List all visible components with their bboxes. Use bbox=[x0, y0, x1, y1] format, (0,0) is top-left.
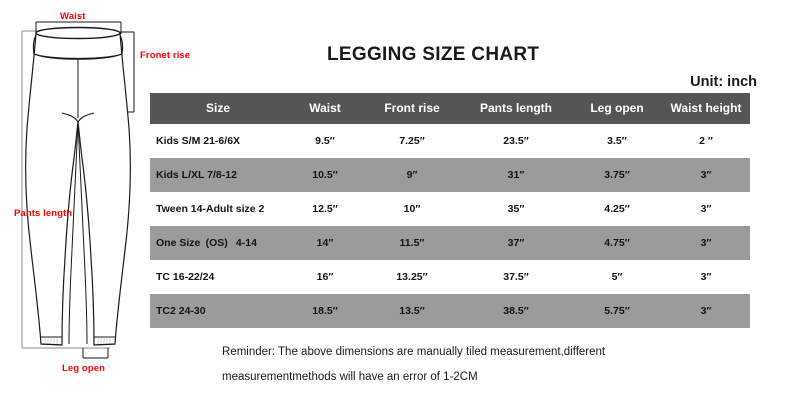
diagram-label-front-rise: Fronet rise bbox=[140, 50, 191, 61]
cuff-ribbing bbox=[44, 338, 111, 344]
cell-waist: 16″ bbox=[286, 260, 364, 294]
cell-size: Kids L/XL 7/8-12 bbox=[150, 158, 286, 192]
diagram-label-waist: Waist bbox=[60, 11, 86, 22]
table-row: Tween 14-Adult size 2 12.5″ 10″ 35″ 4.25… bbox=[150, 192, 750, 226]
table-header-row: Size Waist Front rise Pants length Leg o… bbox=[150, 93, 750, 124]
unit-note: Unit: inch bbox=[690, 74, 757, 90]
right-inseam bbox=[77, 121, 88, 345]
page-title: LEGGING SIZE CHART bbox=[327, 44, 540, 65]
cell-waist: 18.5″ bbox=[286, 294, 364, 328]
diagram-label-leg-open: Leg open bbox=[62, 363, 106, 374]
cell-waist: 12.5″ bbox=[286, 192, 364, 226]
size-chart-panel: LEGGING SIZE CHART Unit: inch Size Waist… bbox=[150, 0, 790, 412]
cell-waist-height: 3″ bbox=[662, 192, 750, 226]
table-row: TC 16-22/24 16″ 13.25″ 37.5″ 5″ 3″ bbox=[150, 260, 750, 294]
left-inseam bbox=[68, 121, 79, 345]
column-header-waist: Waist bbox=[286, 93, 364, 124]
reminder-line-2: measurementmethods will have an error of… bbox=[222, 371, 478, 383]
cell-leg-open: 5″ bbox=[572, 260, 662, 294]
cell-waist: 14″ bbox=[286, 226, 364, 260]
table-row: Kids S/M 21-6/6X 9.5″ 7.25″ 23.5″ 3.5″ 2… bbox=[150, 124, 750, 158]
cell-waist: 10.5″ bbox=[286, 158, 364, 192]
cell-waist-height: 3″ bbox=[662, 260, 750, 294]
table-row: Kids L/XL 7/8-12 10.5″ 9″ 31″ 3.75″ 3″ bbox=[150, 158, 750, 192]
column-header-front-rise: Front rise bbox=[364, 93, 460, 124]
cell-front-rise: 13.5″ bbox=[364, 294, 460, 328]
cell-size: TC 16-22/24 bbox=[150, 260, 286, 294]
column-header-size: Size bbox=[150, 93, 286, 124]
size-table: Size Waist Front rise Pants length Leg o… bbox=[150, 93, 750, 328]
column-header-leg-open: Leg open bbox=[572, 93, 662, 124]
diagram-label-pants-length: Pants length bbox=[14, 208, 73, 219]
cell-waist-height: 3″ bbox=[662, 158, 750, 192]
cell-front-rise: 7.25″ bbox=[364, 124, 460, 158]
cell-front-rise: 11.5″ bbox=[364, 226, 460, 260]
table-row: TC2 24-30 18.5″ 13.5″ 38.5″ 5.75″ 3″ bbox=[150, 294, 750, 328]
cell-pants-length: 35″ bbox=[460, 192, 572, 226]
column-header-pants-length: Pants length bbox=[460, 93, 572, 124]
cell-leg-open: 3.5″ bbox=[572, 124, 662, 158]
cell-front-rise: 13.25″ bbox=[364, 260, 460, 294]
cell-pants-length: 37.5″ bbox=[460, 260, 572, 294]
column-header-waist-height: Waist height bbox=[662, 93, 750, 124]
cell-leg-open: 4.75″ bbox=[572, 226, 662, 260]
cell-waist-height: 3″ bbox=[662, 294, 750, 328]
reminder-note: Reminder: The above dimensions are manua… bbox=[222, 340, 752, 390]
waistband-top bbox=[35, 26, 121, 40]
cell-front-rise: 9″ bbox=[364, 158, 460, 192]
cell-waist-height: 2 ″ bbox=[662, 124, 750, 158]
cell-size: Kids S/M 21-6/6X bbox=[150, 124, 286, 158]
cell-pants-length: 38.5″ bbox=[460, 294, 572, 328]
pants-length-guide bbox=[21, 30, 110, 349]
leggings-diagram: Waist Fronet rise Pants length Leg open bbox=[0, 0, 210, 412]
reminder-line-1: Reminder: The above dimensions are manua… bbox=[222, 346, 606, 358]
cell-waist-height: 3″ bbox=[662, 226, 750, 260]
cell-leg-open: 4.25″ bbox=[572, 192, 662, 226]
cell-waist: 9.5″ bbox=[286, 124, 364, 158]
leg-open-guide bbox=[82, 348, 109, 359]
leggings-drawing bbox=[21, 21, 135, 359]
cell-leg-open: 3.75″ bbox=[572, 158, 662, 192]
cell-front-rise: 10″ bbox=[364, 192, 460, 226]
cell-size: Tween 14-Adult size 2 bbox=[150, 192, 286, 226]
cell-size: TC2 24-30 bbox=[150, 294, 286, 328]
cell-leg-open: 5.75″ bbox=[572, 294, 662, 328]
cell-pants-length: 31″ bbox=[460, 158, 572, 192]
ankle-cuffs bbox=[40, 336, 116, 346]
cell-pants-length: 37″ bbox=[460, 226, 572, 260]
cell-pants-length: 23.5″ bbox=[460, 124, 572, 158]
cell-size: One Size (OS) 4-14 bbox=[150, 226, 286, 260]
table-row: One Size (OS) 4-14 14″ 11.5″ 37″ 4.75″ 3… bbox=[150, 226, 750, 260]
